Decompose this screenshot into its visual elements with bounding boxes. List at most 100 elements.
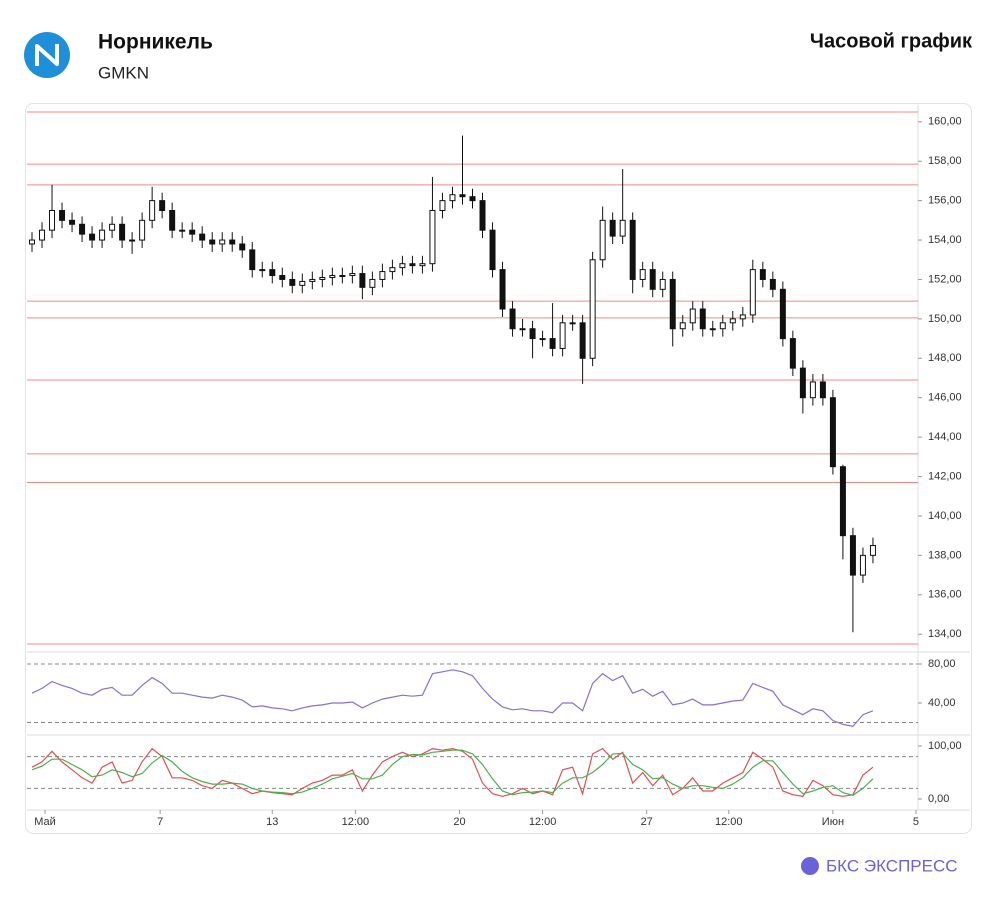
y-tick-label: 136,00 (928, 589, 962, 601)
candle-body (559, 322, 566, 349)
candle-body (499, 269, 506, 310)
candle-body (759, 269, 766, 280)
candle-body (389, 267, 396, 273)
candle-body (839, 466, 846, 537)
candle-body (409, 263, 416, 267)
ticker: GMKN (98, 63, 149, 82)
candle-body (459, 194, 466, 198)
indicator-line (31, 749, 874, 796)
candle-body (659, 278, 666, 290)
candle-body (519, 328, 526, 331)
candle-body (289, 278, 296, 286)
y-tick-label: 134,00 (928, 628, 962, 640)
brand: БКС ЭКСПРЕСС (801, 856, 958, 875)
candle-body (739, 314, 746, 320)
candle-body (199, 233, 206, 241)
x-tick-label: 12:00 (342, 816, 370, 828)
candle-body (359, 273, 366, 288)
x-tick-label: 12:00 (529, 816, 557, 828)
candle-body (539, 338, 546, 341)
y-tick-label: 100,00 (928, 740, 962, 752)
x-tick-label: Июн (822, 816, 844, 828)
y-tick-label: 154,00 (928, 234, 962, 246)
candle-body (119, 223, 126, 241)
candle-body (429, 209, 436, 265)
logo-mark (35, 44, 59, 66)
y-tick-label: 140,00 (928, 510, 962, 522)
candle-body (239, 243, 246, 251)
x-tick-label: 5 (913, 816, 919, 828)
candle-body (599, 219, 606, 261)
candle-body (789, 338, 796, 369)
candle-body (339, 275, 346, 278)
candle-body (639, 269, 646, 280)
candle-body (99, 229, 106, 241)
y-tick-label: 146,00 (928, 392, 962, 404)
y-tick-label: 0,00 (928, 793, 949, 805)
candle-body (779, 288, 786, 340)
candle-body (829, 397, 836, 468)
candle-body (729, 318, 736, 324)
candle-body (489, 229, 496, 271)
candle-body (709, 328, 716, 331)
candle-body (379, 271, 386, 280)
y-tick-label: 160,00 (928, 116, 962, 128)
y-tick-label: 152,00 (928, 273, 962, 285)
candle-body (39, 229, 46, 241)
candle-body (189, 229, 196, 235)
candle-body (549, 338, 556, 349)
candle-body (329, 275, 336, 278)
candle-body (249, 249, 256, 271)
logo (24, 32, 70, 78)
candle-body (179, 229, 186, 232)
candle-body (129, 239, 136, 242)
candle-body (399, 263, 406, 269)
y-tick-label: 80,00 (928, 658, 956, 670)
candle-body (529, 328, 536, 340)
candle-body (509, 308, 516, 330)
candle-body (619, 219, 626, 237)
candle-body (849, 535, 856, 576)
candle-body (169, 209, 176, 231)
candle-body (579, 322, 586, 359)
candle-body (109, 223, 116, 231)
candle-body (629, 219, 636, 280)
candle-body (859, 554, 866, 576)
candle-body (869, 545, 876, 556)
candle-body (79, 223, 86, 235)
candle-body (449, 194, 456, 202)
candle-body (29, 239, 36, 245)
candle-body (719, 322, 726, 330)
x-tick-label: 13 (266, 816, 278, 828)
candle-body (229, 239, 236, 245)
candle-body (269, 269, 276, 277)
x-tick-label: 27 (641, 816, 653, 828)
y-tick-label: 142,00 (928, 470, 962, 482)
candle-body (319, 276, 326, 280)
candle-body (689, 308, 696, 324)
candle-body (149, 200, 156, 221)
y-tick-label: 144,00 (928, 431, 962, 443)
candle-body (589, 259, 596, 359)
chart-kind: Часовой график (810, 30, 973, 52)
candle-body (69, 219, 76, 225)
y-tick-label: 138,00 (928, 549, 962, 561)
candle-body (59, 209, 66, 221)
y-tick-label: 40,00 (928, 697, 956, 709)
candle-body (309, 278, 316, 282)
candle-body (259, 269, 266, 272)
candle-body (819, 381, 826, 399)
candle-body (609, 219, 616, 237)
y-tick-label: 158,00 (928, 155, 962, 167)
company: Норникель (98, 31, 213, 54)
candle-body (479, 200, 486, 231)
candle-body (749, 269, 756, 316)
candle-body (679, 322, 686, 330)
x-tick-label: 7 (157, 816, 163, 828)
y-tick-label: 148,00 (928, 352, 962, 364)
candle-body (769, 278, 776, 290)
candle-body (649, 269, 656, 290)
y-tick-label: 150,00 (928, 313, 962, 325)
candle-body (469, 196, 476, 202)
brand-logo (801, 857, 819, 875)
